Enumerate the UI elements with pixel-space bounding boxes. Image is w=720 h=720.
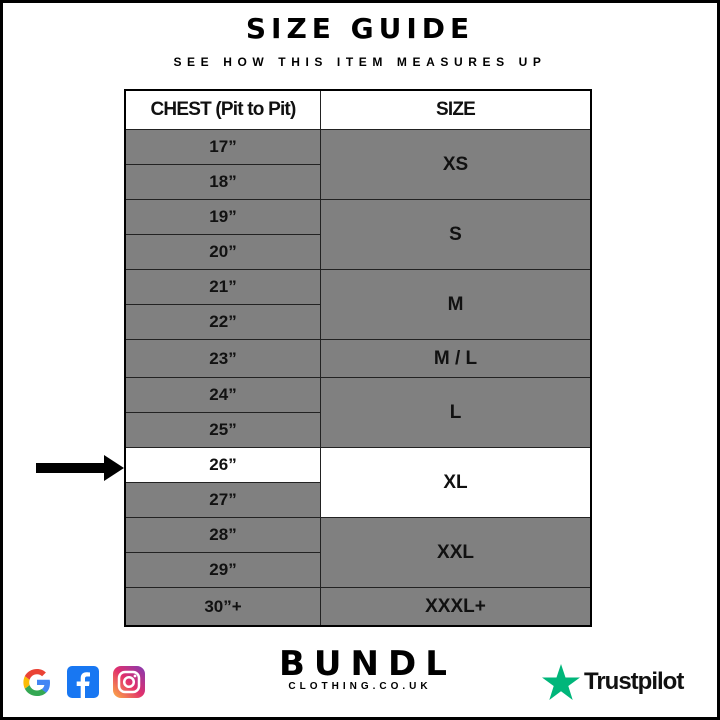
- chest-cell: 23”: [124, 339, 321, 378]
- page-subtitle: SEE HOW THIS ITEM MEASURES UP: [173, 55, 547, 69]
- facebook-icon[interactable]: [66, 665, 100, 699]
- table-row: 23” M / L: [124, 339, 592, 378]
- chest-cell: 24”: [124, 377, 321, 413]
- trustpilot-label: Trustpilot: [584, 668, 684, 695]
- google-icon[interactable]: [20, 665, 54, 699]
- chest-cell: 30”+: [124, 587, 321, 627]
- chest-cell: 27”: [124, 482, 321, 518]
- table-row: 28” XXL: [124, 517, 592, 588]
- table-row: 20”: [124, 234, 591, 270]
- table-row: 17” XS: [124, 129, 592, 200]
- chest-cell: 22”: [124, 304, 321, 340]
- chest-cell: 21”: [124, 269, 321, 305]
- table-row: 27”: [124, 482, 591, 518]
- brand-logo: BUNDL CLOTHING.CO.UK: [270, 645, 450, 692]
- chest-cell: 19”: [124, 199, 321, 235]
- brand-name: BUNDL: [279, 644, 456, 684]
- size-cell: S: [320, 199, 592, 270]
- size-cell: M / L: [320, 339, 592, 378]
- chest-cell: 25”: [124, 412, 321, 448]
- table-row: 26” XL: [124, 447, 592, 518]
- size-cell: L: [320, 377, 592, 448]
- page-title: SIZE GUIDE: [245, 12, 475, 45]
- chest-cell: 17”: [124, 129, 321, 165]
- size-cell: XL: [320, 447, 592, 518]
- size-table: CHEST (Pit to Pit) SIZE 17” XS 18” 19” S 20” 2…: [124, 89, 592, 627]
- size-cell: XS: [320, 129, 592, 200]
- chest-cell: 20”: [124, 234, 321, 270]
- column-header-chest: CHEST (Pit to Pit): [124, 89, 321, 130]
- table-row: 21” M: [124, 269, 592, 340]
- arrow-right-icon: [36, 455, 124, 481]
- chest-cell: 18”: [124, 164, 321, 200]
- table-row: 25”: [124, 412, 591, 448]
- social-icons: [20, 665, 146, 699]
- table-header-row: CHEST (Pit to Pit) SIZE: [124, 89, 592, 130]
- size-cell: XXL: [320, 517, 592, 588]
- size-cell: XXXL+: [320, 587, 592, 627]
- size-cell: M: [320, 269, 592, 340]
- table-row: 30”+ XXXL+: [124, 587, 592, 627]
- instagram-icon[interactable]: [112, 665, 146, 699]
- column-header-size: SIZE: [320, 89, 592, 130]
- chest-cell: 26”: [124, 447, 321, 483]
- brand-domain: CLOTHING.CO.UK: [288, 681, 432, 692]
- table-row: 24” L: [124, 377, 592, 448]
- table-row: 22”: [124, 304, 591, 340]
- table-row: 19” S: [124, 199, 592, 270]
- table-row: 29”: [124, 552, 591, 588]
- trustpilot-logo[interactable]: Trustpilot: [542, 664, 684, 700]
- chest-cell: 29”: [124, 552, 321, 588]
- star-icon: [542, 664, 580, 700]
- chest-cell: 28”: [124, 517, 321, 553]
